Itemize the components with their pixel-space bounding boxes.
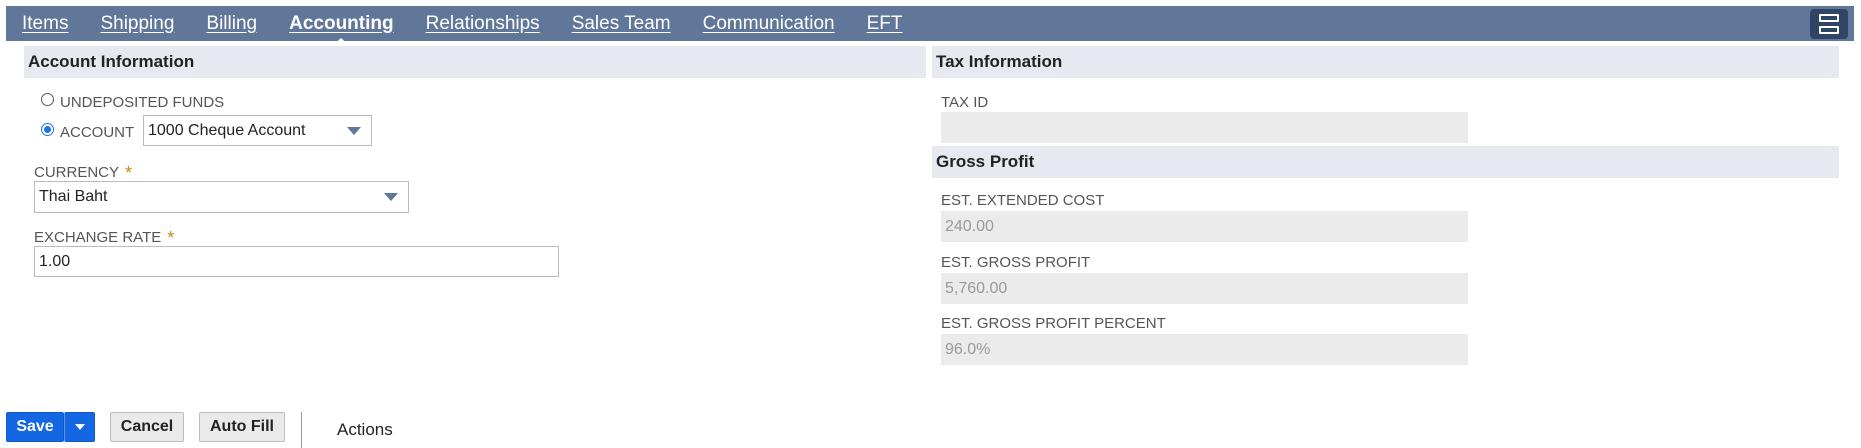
tab-relationships[interactable]: Relationships	[425, 12, 540, 34]
tab-communication[interactable]: Communication	[702, 12, 835, 34]
auto-fill-button-label: Auto Fill	[210, 418, 274, 435]
layout-icon-bottom	[1819, 26, 1839, 34]
account-information-title: Account Information	[28, 52, 195, 71]
auto-fill-button[interactable]: Auto Fill	[199, 412, 285, 442]
undeposited-funds-label: UNDEPOSITED FUNDS	[60, 94, 225, 111]
tab-billing[interactable]: Billing	[206, 12, 258, 34]
save-button-label: Save	[16, 418, 54, 435]
gross-profit-header: Gross Profit	[932, 146, 1839, 178]
subtab-bar: Items Shipping Billing Accounting Relati…	[6, 6, 1854, 41]
layout-toggle-button[interactable]	[1810, 9, 1848, 39]
required-mark: *	[125, 163, 133, 183]
tax-id-field	[941, 112, 1468, 143]
est-gross-profit-label: EST. GROSS PROFIT	[941, 254, 1091, 271]
currency-label-text: CURRENCY	[34, 164, 120, 181]
chevron-down-icon	[384, 193, 398, 201]
est-gross-profit-percent-value: 96.0%	[945, 340, 991, 358]
save-button[interactable]: Save	[6, 412, 64, 442]
currency-select-value: Thai Baht	[39, 188, 108, 205]
account-label: ACCOUNT	[60, 124, 135, 141]
exchange-rate-label: EXCHANGE RATE *	[34, 226, 175, 248]
tab-sales-team[interactable]: Sales Team	[571, 12, 671, 34]
est-gross-profit-field: 5,760.00	[941, 273, 1468, 304]
exchange-rate-input[interactable]: 1.00	[34, 246, 559, 277]
tax-id-label: TAX ID	[941, 94, 989, 111]
tab-shipping[interactable]: Shipping	[100, 12, 175, 34]
undeposited-funds-radio[interactable]	[41, 93, 54, 106]
est-extended-cost-value: 240.00	[945, 217, 994, 235]
est-gross-profit-percent-label: EST. GROSS PROFIT PERCENT	[941, 315, 1166, 332]
chevron-down-icon	[74, 424, 85, 430]
account-select-value: 1000 Cheque Account	[148, 121, 306, 139]
account-select[interactable]: 1000 Cheque Account	[143, 115, 372, 146]
cancel-button-label: Cancel	[120, 418, 174, 435]
actions-menu[interactable]: Actions	[337, 420, 393, 439]
est-extended-cost-field: 240.00	[941, 211, 1468, 242]
tab-eft[interactable]: EFT	[866, 12, 903, 34]
tab-items[interactable]: Items	[22, 12, 69, 34]
est-extended-cost-label: EST. EXTENDED COST	[941, 192, 1105, 209]
cancel-button[interactable]: Cancel	[110, 412, 184, 442]
currency-label: CURRENCY *	[34, 161, 133, 183]
account-information-header: Account Information	[24, 46, 926, 78]
required-mark: *	[167, 228, 175, 248]
chevron-down-icon	[347, 126, 361, 135]
account-radio[interactable]	[41, 123, 54, 136]
save-options-dropdown-button[interactable]	[64, 412, 95, 442]
gross-profit-title: Gross Profit	[936, 152, 1035, 171]
action-divider	[301, 412, 302, 448]
tax-information-header: Tax Information	[932, 46, 1839, 78]
layout-icon-top	[1819, 14, 1839, 22]
est-gross-profit-percent-field: 96.0%	[941, 334, 1468, 365]
est-gross-profit-value: 5,760.00	[945, 279, 1008, 297]
currency-select[interactable]: Thai Baht	[34, 181, 409, 213]
tax-information-title: Tax Information	[936, 52, 1063, 71]
exchange-rate-value: 1.00	[39, 252, 71, 270]
tab-accounting[interactable]: Accounting	[289, 12, 394, 34]
exchange-rate-label-text: EXCHANGE RATE	[34, 229, 162, 246]
